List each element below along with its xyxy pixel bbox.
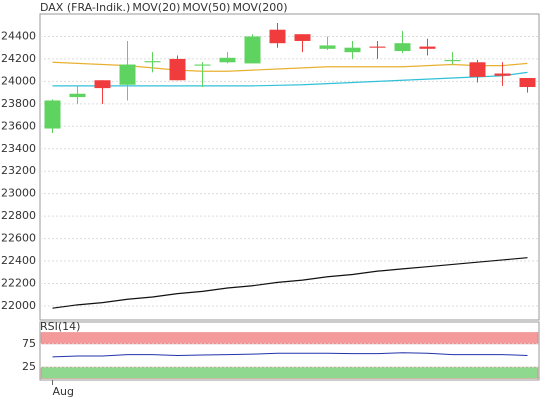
- legend-label: DAX (FRA-Indik.): [40, 1, 130, 14]
- y-tick-label: 22000: [1, 299, 36, 312]
- rsi-line: [52, 352, 528, 358]
- candle-body: [369, 46, 386, 48]
- candle-body: [169, 58, 186, 81]
- candle-body: [494, 73, 511, 76]
- y-tick-label: 25: [22, 360, 36, 373]
- y-tick-label: 22400: [1, 254, 36, 267]
- y-tick-label: 75: [22, 337, 36, 350]
- candle-body: [519, 78, 536, 87]
- legend-label: MOV(20): [132, 1, 180, 14]
- y-tick-label: 23800: [1, 97, 36, 110]
- x-tick-label: Aug: [53, 385, 74, 398]
- legend-label: MOV(200): [232, 1, 287, 14]
- candle-body: [394, 43, 411, 52]
- candle-body: [344, 47, 361, 53]
- y-tick-label: 23000: [1, 187, 36, 200]
- y-tick-label: 22200: [1, 277, 36, 290]
- rsi-zone: [40, 366, 539, 379]
- candle-body: [244, 36, 261, 64]
- candle-body: [119, 64, 136, 85]
- y-tick-label: 23200: [1, 164, 36, 177]
- candle-body: [94, 80, 111, 89]
- candle-body: [194, 64, 211, 66]
- candle-body: [44, 100, 61, 129]
- y-tick-label: 23400: [1, 142, 36, 155]
- y-tick-label: 24200: [1, 52, 36, 65]
- y-tick-label: 22800: [1, 209, 36, 222]
- candle-body: [294, 34, 311, 41]
- candle-body: [144, 61, 161, 63]
- y-tick-label: 22600: [1, 232, 36, 245]
- candle-body: [269, 29, 286, 44]
- main-panel: [39, 13, 540, 321]
- y-tick-label: 24000: [1, 74, 36, 87]
- rsi-title: RSI(14): [40, 320, 80, 333]
- candle-body: [444, 60, 461, 62]
- candle-body: [69, 93, 86, 98]
- candle-body: [469, 62, 486, 77]
- candle-body: [219, 57, 236, 63]
- legend-label: MOV(50): [182, 1, 230, 14]
- rsi-zone: [40, 332, 539, 345]
- moving-average: [52, 257, 528, 309]
- candle-body: [419, 46, 436, 49]
- moving-average: [52, 71, 528, 87]
- y-tick-label: 23600: [1, 119, 36, 132]
- y-tick-label: 24400: [1, 29, 36, 42]
- candle-body: [319, 45, 336, 49]
